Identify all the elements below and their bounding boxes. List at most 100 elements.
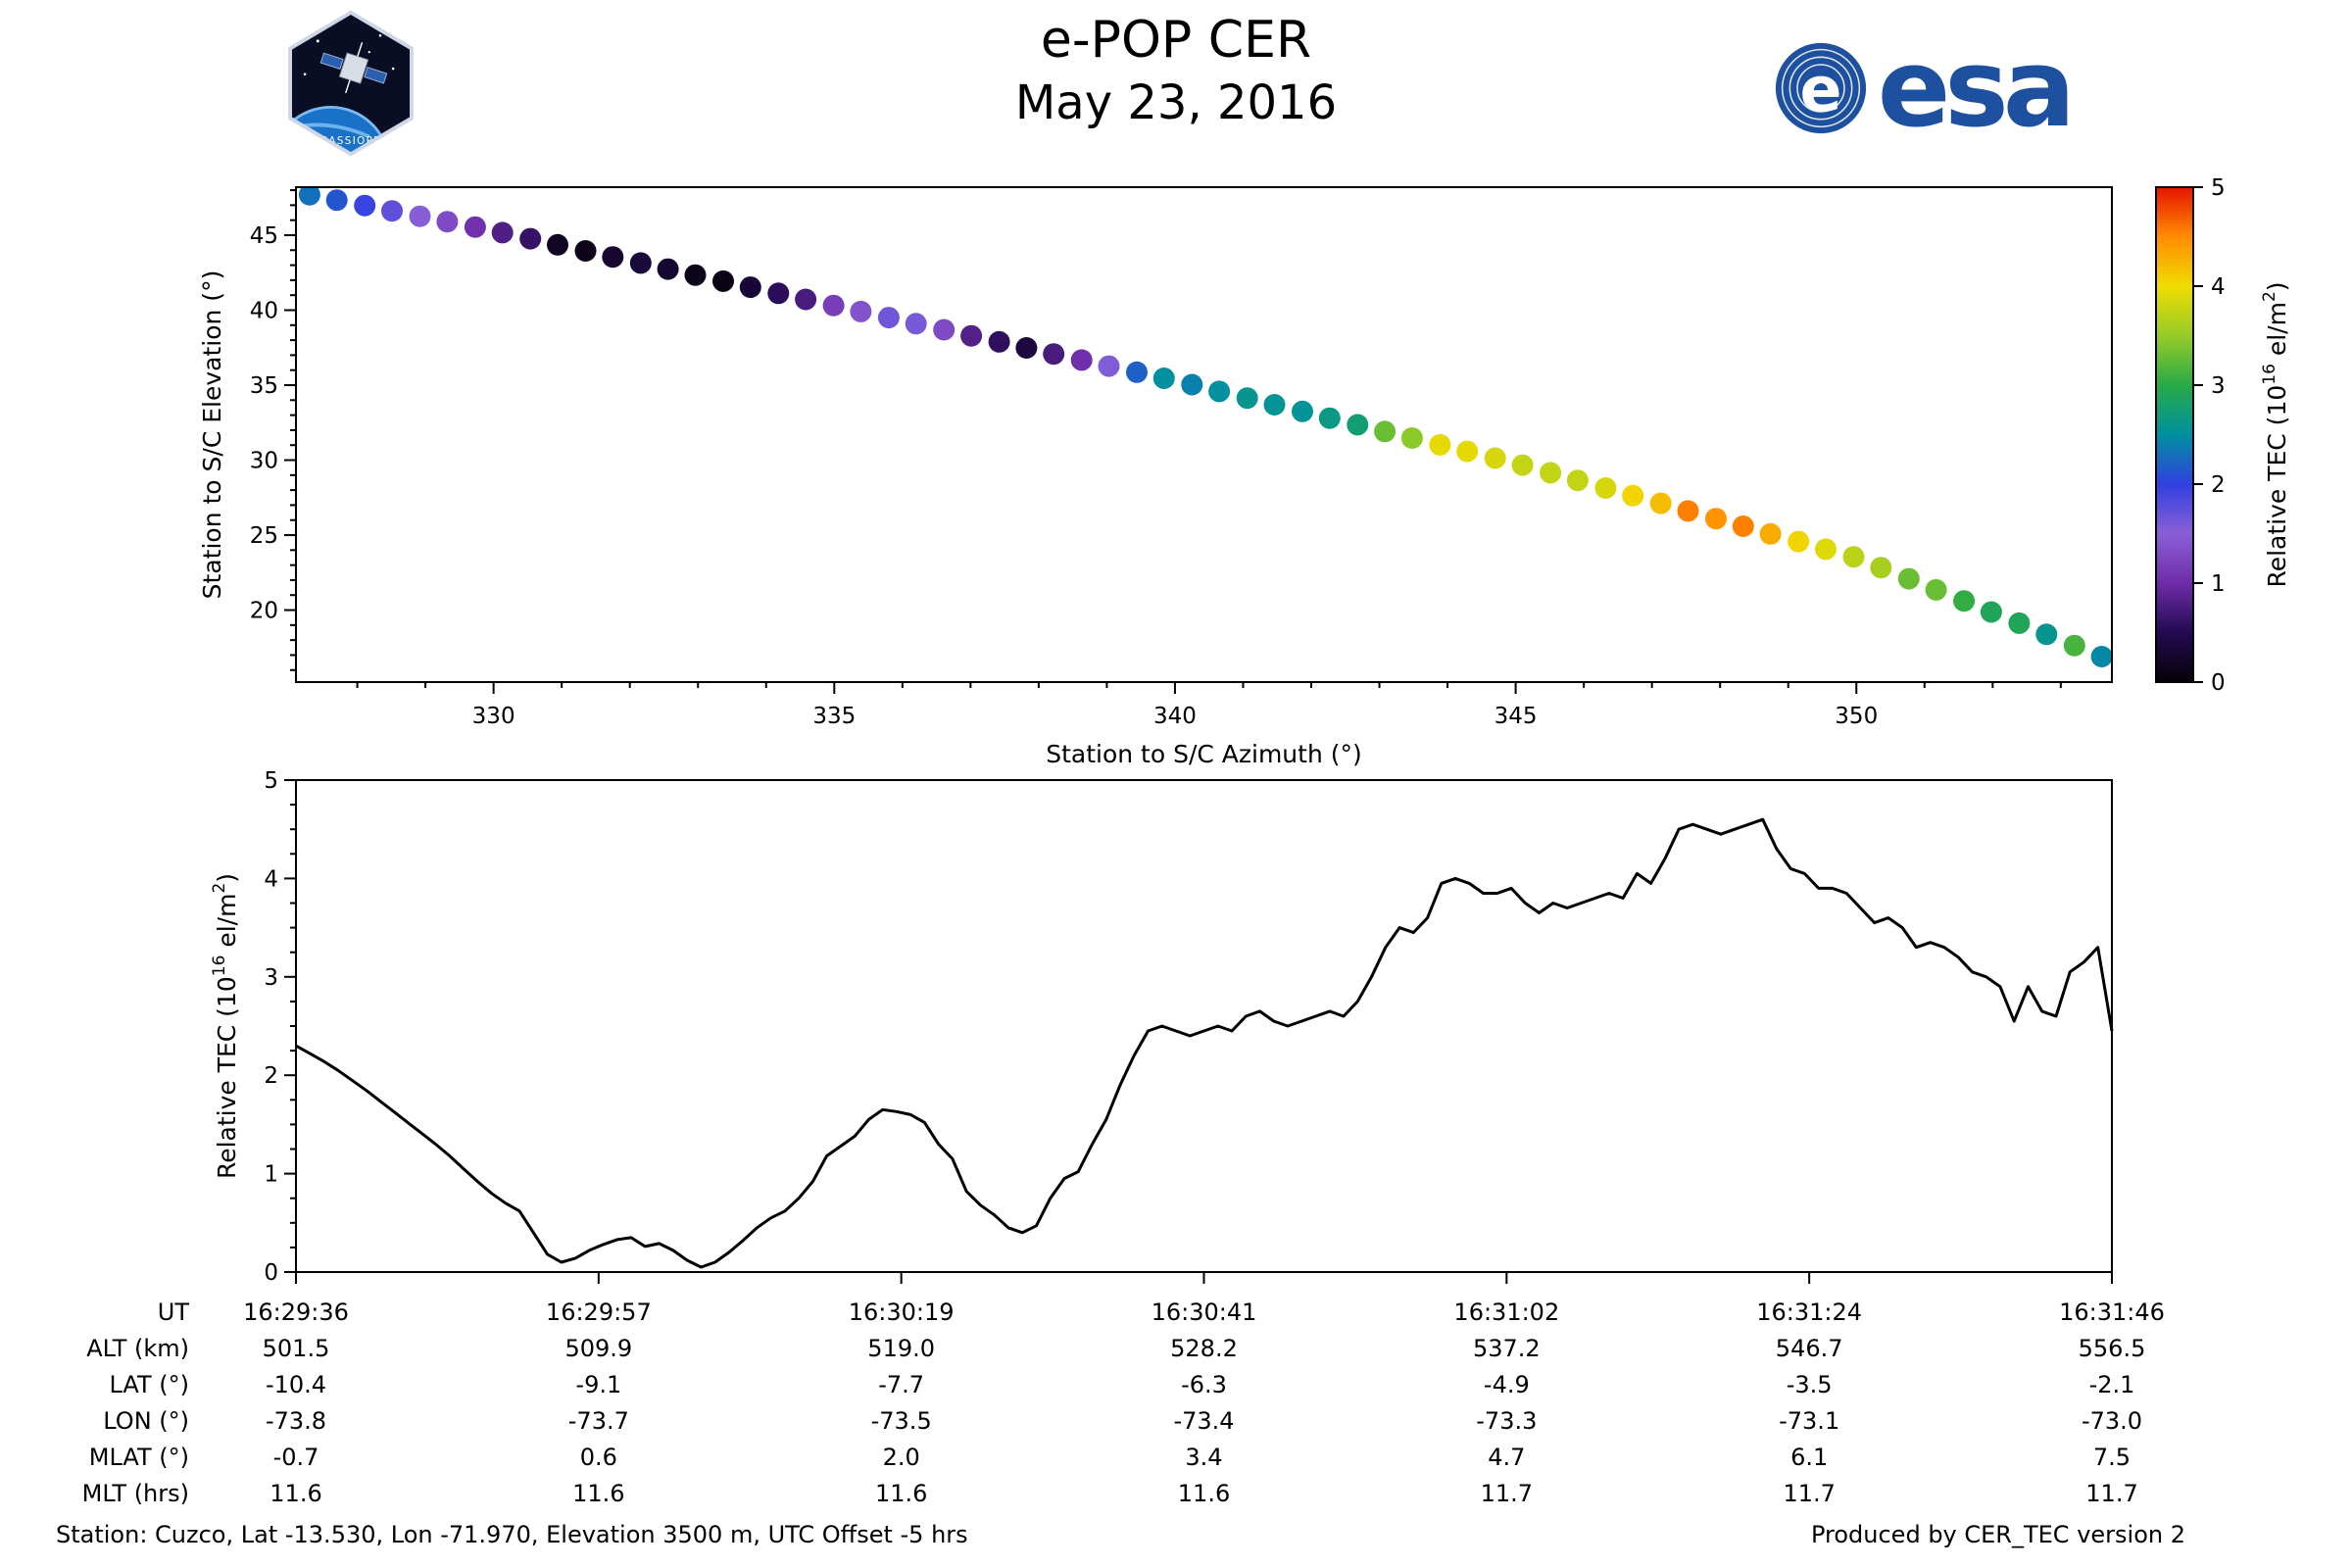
tick-label: 40 — [250, 298, 278, 323]
scatter-point — [464, 216, 486, 238]
tick-label: 35 — [250, 373, 278, 399]
star — [378, 33, 382, 37]
scatter-point — [629, 252, 652, 274]
table-cell: -6.3 — [1181, 1371, 1227, 1398]
table-cell: 16:29:36 — [243, 1298, 349, 1326]
table-cell: 16:30:19 — [849, 1298, 955, 1326]
scatter-point — [1292, 400, 1313, 422]
scatter-point — [381, 200, 403, 222]
scatter-point — [1318, 407, 1341, 429]
scatter-point — [2035, 623, 2058, 646]
table-cell: 3.4 — [1185, 1444, 1222, 1471]
scatter-point — [1622, 484, 1644, 507]
top-xaxis-label: Station to S/C Azimuth (°) — [1046, 740, 1362, 768]
scatter-point — [1870, 557, 1892, 579]
table-cell: 11.7 — [1481, 1480, 1533, 1507]
scatter-point — [602, 246, 624, 269]
table-cell: 6.1 — [1790, 1444, 1828, 1471]
tick-label: 2 — [264, 1063, 278, 1089]
tick-label: 345 — [1494, 704, 1538, 729]
table-cell: 11.6 — [270, 1480, 321, 1507]
table-cell: -73.1 — [1779, 1407, 1839, 1435]
scatter-point — [1208, 380, 1231, 403]
scatter-point — [1842, 546, 1865, 568]
scatter-point — [960, 324, 983, 347]
scatter-point — [1788, 530, 1810, 553]
page-date: May 23, 2016 — [1014, 75, 1338, 130]
star — [391, 67, 395, 71]
esa-logo: e esa — [1774, 25, 2076, 151]
scatter-point — [1456, 440, 1479, 463]
scatter-point — [1897, 567, 1920, 590]
colorbar-label: Relative TEC (1016 el/m2) — [2260, 281, 2291, 587]
scatter-point — [1566, 469, 1589, 492]
tick-label: 4 — [264, 866, 278, 892]
table-cell: 11.6 — [1178, 1480, 1230, 1507]
table-cell: -73.4 — [1173, 1407, 1234, 1435]
scatter-point — [1677, 500, 1699, 522]
table-row-label: MLAT (°) — [89, 1444, 189, 1471]
satellite-icon — [319, 42, 388, 94]
patch-hexagon-border — [288, 10, 414, 157]
scatter-point — [1152, 368, 1175, 389]
scatter-point — [739, 276, 761, 299]
tick-label: 25 — [250, 523, 278, 549]
scatter-point — [574, 240, 597, 262]
tick-label: 5 — [2211, 175, 2226, 201]
scatter-point — [1263, 394, 1286, 416]
table-cell: -73.0 — [2082, 1407, 2142, 1435]
scatter-series — [298, 187, 2112, 667]
earth-swirl — [290, 122, 370, 139]
station-info: Station: Cuzco, Lat -13.530, Lon -71.970… — [56, 1521, 968, 1548]
table-cell: -4.9 — [1484, 1371, 1530, 1398]
scatter-point — [1400, 427, 1423, 449]
scatter-point — [657, 258, 679, 280]
scatter-point — [1594, 477, 1617, 499]
table-cell: -3.5 — [1787, 1371, 1833, 1398]
top-plot-frame — [295, 186, 2113, 683]
scatter-point — [2090, 646, 2112, 667]
scatter-point — [1980, 601, 2002, 623]
scatter-point — [1511, 454, 1534, 476]
scatter-point — [1759, 522, 1782, 545]
scatter-point — [1043, 343, 1065, 366]
colorbar — [2155, 186, 2194, 683]
table-row-label: ALT (km) — [86, 1335, 189, 1362]
scatter-point — [1374, 420, 1396, 443]
bottom-plot-frame — [295, 779, 2113, 1273]
esa-wordmark: esa — [1877, 25, 2076, 151]
tick-label: 0 — [264, 1260, 278, 1286]
ephemeris-table: UT 16:29:36 16:29:57 16:30:19 16:30:41 16:31:… — [82, 1298, 2165, 1507]
scatter-point — [354, 194, 376, 217]
scatter-point — [1429, 433, 1451, 456]
bottom-yaxis-label: Relative TEC (1016 el/m2) — [210, 873, 241, 1179]
scatter-point — [2063, 634, 2085, 657]
scatter-point — [1126, 361, 1148, 383]
table-cell: 537.2 — [1473, 1335, 1541, 1362]
tick-label: 3 — [264, 965, 278, 991]
scatter-point — [933, 318, 956, 341]
star — [303, 73, 307, 75]
produced-by: Produced by CER_TEC version 2 — [1810, 1521, 2185, 1548]
table-row-label: UT — [158, 1298, 190, 1326]
scatter-point — [850, 300, 872, 322]
scatter-point — [1347, 414, 1369, 436]
table-cell: -0.7 — [273, 1444, 319, 1471]
table-cell: 16:31:02 — [1453, 1298, 1559, 1326]
scatter-point — [1705, 508, 1727, 530]
table-cell: -9.1 — [575, 1371, 621, 1398]
scatter-point — [409, 205, 431, 227]
cassiope-patch-graphic: CASSIOPE — [288, 10, 414, 157]
tick-label: 1 — [264, 1162, 278, 1188]
table-cell: 11.7 — [1783, 1480, 1835, 1507]
esa-disc-letter: e — [1799, 53, 1841, 125]
scatter-point — [1815, 538, 1837, 561]
scatter-point — [2008, 612, 2031, 634]
scatter-point — [325, 189, 348, 212]
scatter-point — [877, 307, 900, 329]
table-cell: 7.5 — [2093, 1444, 2131, 1471]
tick-label: 30 — [250, 449, 278, 474]
table-cell: -2.1 — [2089, 1371, 2135, 1398]
table-cell: 2.0 — [883, 1444, 920, 1471]
